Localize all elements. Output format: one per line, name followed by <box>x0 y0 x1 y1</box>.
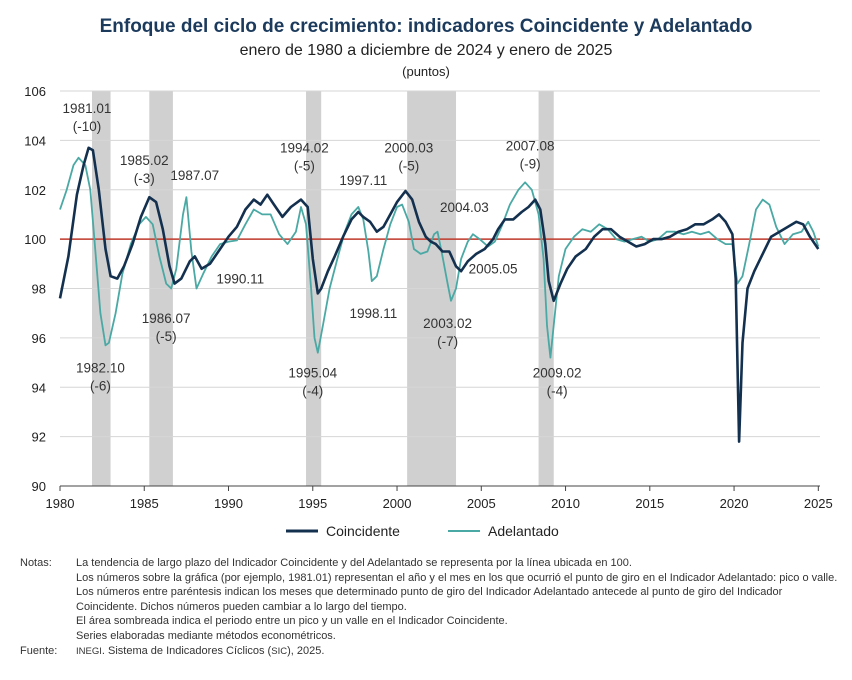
source-text: INEGI. Sistema de Indicadores Cíclicos (… <box>76 644 840 660</box>
annotation-line: 2007.08 <box>506 138 555 153</box>
chart-title: Enfoque del ciclo de crecimiento: indica… <box>99 16 753 37</box>
annotation-1994.02: 1994.02 (-5) <box>280 141 329 174</box>
notes-row: Notas: La tendencia de largo plazo del I… <box>20 556 840 571</box>
source-row: Fuente: INEGI. Sistema de Indicadores Cí… <box>20 644 840 660</box>
annotation-line: 2005.05 <box>469 262 518 277</box>
legend: Coincidente Adelantado <box>286 523 559 539</box>
x-tick-label-2025: 2025 <box>804 496 833 511</box>
annotation-line: (-9) <box>520 156 541 171</box>
y-tick-label-94: 94 <box>32 380 46 395</box>
annotation-line: 1990.11 <box>216 272 264 287</box>
annotation-2009.02: 2009.02 (-4) <box>533 365 582 398</box>
annotation-line: 1981.01 <box>63 101 112 116</box>
annotation-2005.05: 2005.05 <box>469 262 518 277</box>
y-tick-label-106: 106 <box>24 84 46 99</box>
source-abbr: SIC <box>271 645 288 657</box>
x-tick-label-2015: 2015 <box>635 496 664 511</box>
chart-subtitle: enero de 1980 a diciembre de 2024 y ener… <box>239 42 613 59</box>
annotation-1997.11: 1997.11 <box>339 173 387 188</box>
y-tick-label-104: 104 <box>24 133 46 148</box>
note-line-4: El área sombreada indica el periodo entr… <box>76 615 508 628</box>
source-tail: ), 2025. <box>287 644 325 657</box>
legend-label-adelantado: Adelantado <box>488 523 559 539</box>
annotation-2007.08: 2007.08 (-9) <box>506 138 555 171</box>
annotation-line: (-5) <box>294 159 315 174</box>
x-tick-label-1980: 1980 <box>46 496 75 511</box>
x-tick-label-1990: 1990 <box>214 496 243 511</box>
annotation-line: 1987.07 <box>170 168 219 183</box>
note-line-1: La tendencia de largo plazo del Indicado… <box>76 557 632 569</box>
annotation-line: 1994.02 <box>280 141 329 156</box>
annotation-1995.04: 1995.04 (-4) <box>288 365 337 398</box>
annotation-line: (-5) <box>156 329 177 344</box>
annotation-1990.11: 1990.11 <box>216 272 264 287</box>
annotation-line: (-7) <box>437 334 458 349</box>
annotation-line: 1998.11 <box>350 306 398 321</box>
x-tick-label-2020: 2020 <box>720 496 749 511</box>
annotation-line: 1995.04 <box>288 365 337 380</box>
annotation-line: 1986.07 <box>142 311 191 326</box>
annotation-line: 1997.11 <box>339 173 387 188</box>
annotation-line: 1982.10 <box>76 360 125 375</box>
annotation-line: 2009.02 <box>533 365 582 380</box>
x-tick-label-1995: 1995 <box>298 496 327 511</box>
annotation-2003.02: 2003.02 (-7) <box>423 316 472 349</box>
y-tick-label-98: 98 <box>32 282 46 297</box>
annotation-line: (-10) <box>73 119 102 134</box>
annotation-1981.01: 1981.01 (-10) <box>63 101 112 134</box>
notes-block: Notas: La tendencia de largo plazo del I… <box>20 556 840 659</box>
note-line-3: Los números entre paréntesis indican los… <box>76 586 783 613</box>
y-tick-label-102: 102 <box>24 183 46 198</box>
annotation-line: (-4) <box>547 383 568 398</box>
source-org: INEGI <box>76 645 102 657</box>
annotation-2004.03: 2004.03 <box>440 200 489 215</box>
x-tick-label-2000: 2000 <box>383 496 412 511</box>
y-tick-label-96: 96 <box>32 331 46 346</box>
x-tick-label-2005: 2005 <box>467 496 496 511</box>
annotation-2000.03: 2000.03 (-5) <box>384 141 433 174</box>
annotation-line: (-5) <box>398 159 419 174</box>
note-line-2: Los números sobre la gráfica (por ejempl… <box>76 571 838 584</box>
x-tick-label-2010: 2010 <box>551 496 580 511</box>
series-line-adelantado <box>59 156 820 359</box>
source-label: Fuente: <box>20 644 58 657</box>
y-tick-label-90: 90 <box>32 479 46 494</box>
annotation-line: 2004.03 <box>440 200 489 215</box>
annotation-line: (-6) <box>90 378 111 393</box>
annotation-line: (-3) <box>134 171 155 186</box>
annotation-1982.10: 1982.10 (-6) <box>76 360 125 393</box>
series-lines <box>58 146 820 443</box>
annotation-1998.11: 1998.11 <box>350 306 398 321</box>
y-tick-label-100: 100 <box>24 232 46 247</box>
chart-units: (puntos) <box>402 64 450 79</box>
annotation-1985.02: 1985.02 (-3) <box>120 153 169 186</box>
line-chart: 90 92 94 96 98 100 102 104 106 1980 1985 1990 1995 20… <box>24 84 832 539</box>
annotation-line: (-4) <box>302 383 323 398</box>
annotation-line: 2000.03 <box>384 141 433 156</box>
axes: 90 92 94 96 98 100 102 104 106 1980 1985 1990 1995 20… <box>24 84 832 511</box>
source-body: . Sistema de Indicadores Cíclicos ( <box>101 644 272 657</box>
x-tick-label-1985: 1985 <box>130 496 159 511</box>
legend-label-coincidente: Coincidente <box>326 523 400 539</box>
annotation-1987.07: 1987.07 <box>170 168 219 183</box>
note-line-5: Series elaboradas mediante métodos econo… <box>76 629 336 642</box>
annotation-line: 1985.02 <box>120 153 169 168</box>
y-tick-label-92: 92 <box>32 430 46 445</box>
annotation-1986.07: 1986.07 (-5) <box>142 311 191 344</box>
turning-point-annotations: 1981.01 (-10) 1982.10 (-6) 1985.02 (-3) 1987.0… <box>63 101 582 398</box>
series-line-coincidente <box>58 146 820 443</box>
notes-label: Notas: <box>20 557 52 569</box>
annotation-line: 2003.02 <box>423 316 472 331</box>
